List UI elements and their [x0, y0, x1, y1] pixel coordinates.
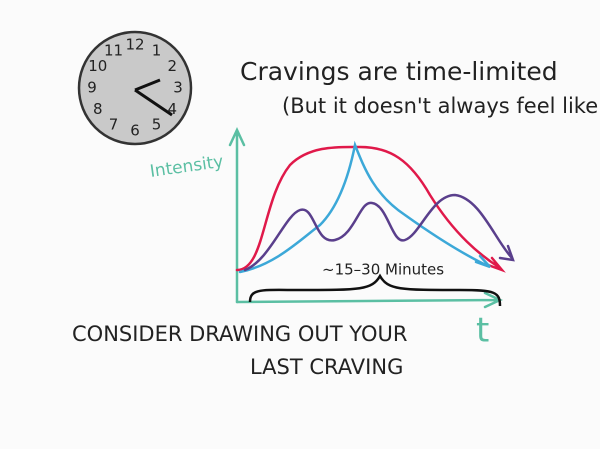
clock-number: 1: [152, 41, 162, 59]
clock-number: 3: [173, 79, 183, 97]
brace: [248, 273, 502, 307]
caption-line: CONSIDER DRAWING OUT YOUR: [72, 322, 407, 346]
clock-number: 11: [104, 41, 123, 59]
clock-number: 12: [125, 36, 144, 54]
duration-label: ~15–30 Minutes: [322, 261, 444, 279]
clock-number: 7: [109, 116, 119, 134]
curves: [235, 140, 515, 274]
y-axis: [228, 127, 246, 304]
red-curve: [235, 145, 506, 273]
clock-number: 5: [152, 116, 162, 134]
subtitle: (But it doesn't always feel like it!): [282, 94, 600, 118]
purple-curve: [243, 193, 515, 272]
clock-number: 8: [93, 100, 103, 118]
title: Cravings are time-limited: [240, 57, 558, 86]
x-axis-label: t: [476, 311, 489, 351]
blue-curve: [238, 140, 491, 274]
caption-line: LAST CRAVING: [250, 355, 403, 379]
clock-number: 6: [130, 122, 140, 140]
clock-number: 2: [167, 57, 177, 75]
clock-number: 10: [88, 57, 107, 75]
clock-number: 4: [167, 100, 177, 118]
clock-face: [77, 30, 193, 146]
clock-hand: [134, 78, 161, 92]
clock-number: 9: [87, 79, 97, 97]
clock-hand: [134, 88, 173, 117]
